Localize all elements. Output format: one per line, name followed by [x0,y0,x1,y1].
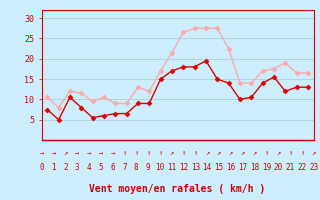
Text: 5: 5 [99,162,103,171]
Text: 20: 20 [274,162,283,171]
Text: ↗: ↗ [229,150,233,156]
Text: ↑: ↑ [300,150,304,156]
Text: 10: 10 [155,162,164,171]
Text: ↑: ↑ [122,150,126,156]
Text: 17: 17 [238,162,247,171]
Text: →: → [87,150,91,156]
Text: →: → [51,150,56,156]
Text: ↗: ↗ [252,150,257,156]
Text: ↑: ↑ [193,150,197,156]
Text: 9: 9 [146,162,150,171]
Text: ↗: ↗ [63,150,68,156]
Text: ↗: ↗ [205,150,209,156]
Text: →: → [110,150,115,156]
Text: 15: 15 [214,162,224,171]
Text: 6: 6 [110,162,115,171]
Text: →: → [39,150,44,156]
Text: 16: 16 [226,162,236,171]
Text: 11: 11 [167,162,176,171]
Text: ↗: ↗ [170,150,174,156]
Text: 19: 19 [262,162,271,171]
Text: 7: 7 [122,162,127,171]
Text: 4: 4 [87,162,91,171]
Text: 2: 2 [63,162,68,171]
Text: ↗: ↗ [276,150,280,156]
Text: ↑: ↑ [134,150,138,156]
Text: ↑: ↑ [288,150,292,156]
Text: Vent moyen/en rafales ( km/h ): Vent moyen/en rafales ( km/h ) [90,184,266,194]
Text: 22: 22 [297,162,306,171]
Text: 13: 13 [191,162,200,171]
Text: 1: 1 [51,162,56,171]
Text: ↗: ↗ [241,150,245,156]
Text: 8: 8 [134,162,139,171]
Text: ↑: ↑ [181,150,186,156]
Text: ↑: ↑ [264,150,268,156]
Text: ↗: ↗ [311,150,316,156]
Text: →: → [99,150,103,156]
Text: 21: 21 [285,162,295,171]
Text: 23: 23 [309,162,318,171]
Text: →: → [75,150,79,156]
Text: 0: 0 [39,162,44,171]
Text: ↑: ↑ [146,150,150,156]
Text: ↑: ↑ [158,150,162,156]
Text: 12: 12 [179,162,188,171]
Text: 14: 14 [203,162,212,171]
Text: 3: 3 [75,162,79,171]
Text: ↗: ↗ [217,150,221,156]
Text: 18: 18 [250,162,259,171]
